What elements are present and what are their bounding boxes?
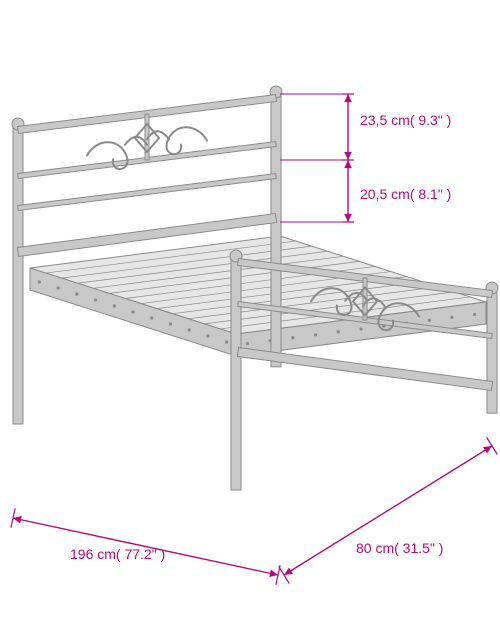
diagram-stage: 23,5 cm( 9.3" ) 20,5 cm( 8.1" ) 196 cm( …: [0, 0, 500, 641]
dim-in: ( 31.5" ): [394, 540, 443, 556]
dimension-label-length: 196 cm( 77.2" ): [70, 546, 165, 562]
dimension-label-height-upper: 23,5 cm( 9.3" ): [360, 112, 451, 128]
dim-in: ( 77.2" ): [116, 546, 165, 562]
dimension-label-width: 80 cm( 31.5" ): [356, 540, 443, 556]
dimension-label-height-lower: 20,5 cm( 8.1" ): [360, 186, 451, 202]
dim-cm: 196 cm: [70, 546, 116, 562]
dim-cm: 23,5 cm: [360, 112, 410, 128]
dim-in: ( 8.1" ): [410, 186, 452, 202]
dim-cm: 80 cm: [356, 540, 394, 556]
dim-in: ( 9.3" ): [410, 112, 452, 128]
dim-cm: 20,5 cm: [360, 186, 410, 202]
